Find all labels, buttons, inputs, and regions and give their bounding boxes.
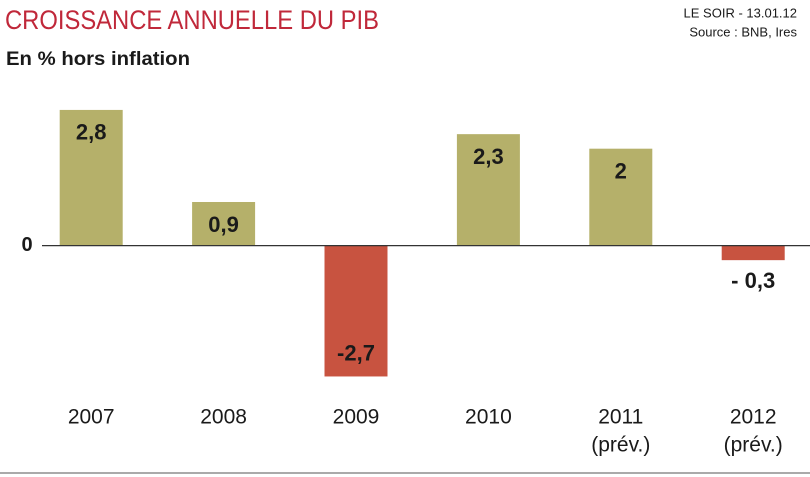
x-tick-label: 2008 [200, 406, 247, 429]
bar [721, 245, 785, 261]
x-tick-label: 2010 [465, 406, 512, 429]
chart-subtitle: En % hors inflation [6, 49, 190, 70]
x-tick-label: 2012 [730, 406, 777, 429]
bar [456, 134, 520, 246]
x-tick-label: 2007 [68, 406, 115, 429]
bar [192, 202, 256, 246]
chart-title: CROISSANCE ANNUELLE DU PIB [5, 5, 379, 35]
source-line: Source : BNB, Ires [689, 24, 797, 39]
bar [589, 148, 653, 246]
source-line: LE SOIR - 13.01.12 [684, 5, 797, 20]
bar [59, 109, 123, 246]
value-label: -2,7 [337, 340, 375, 365]
value-label: 0,9 [208, 212, 239, 237]
x-tick-note: (prév.) [724, 434, 783, 457]
x-tick-label: 2011 [598, 406, 643, 429]
value-label: 2 [615, 159, 627, 184]
x-tick-label: 2009 [333, 406, 380, 429]
value-label: - 0,3 [731, 268, 775, 293]
value-label: 2,3 [473, 144, 504, 169]
x-tick-note: (prév.) [591, 434, 650, 457]
y-tick-label: 0 [21, 234, 32, 256]
value-label: 2,8 [76, 120, 107, 145]
bar [324, 245, 388, 377]
